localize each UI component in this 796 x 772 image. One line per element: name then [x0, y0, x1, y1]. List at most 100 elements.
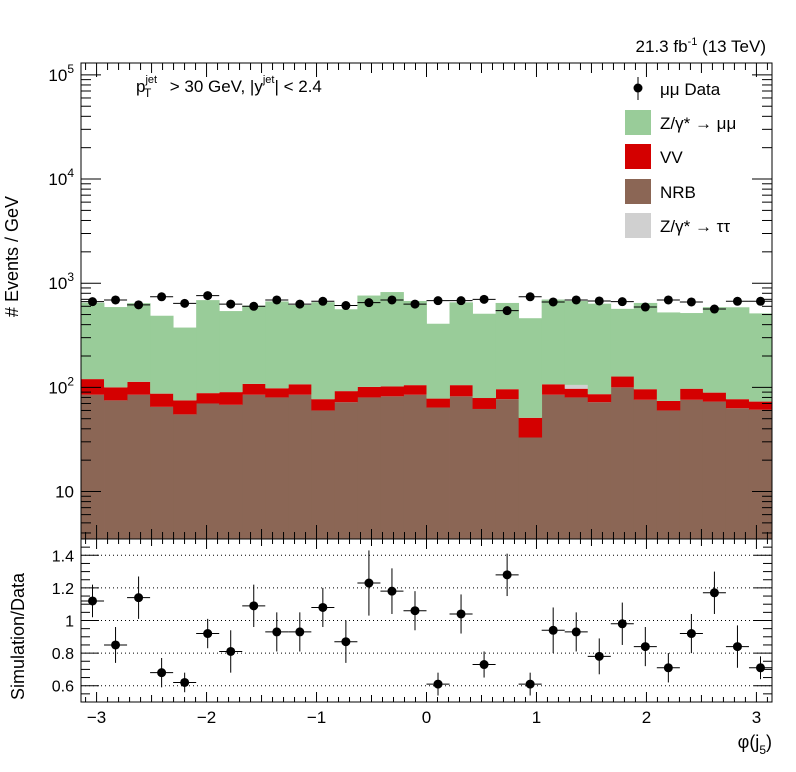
ratio-point-14 — [410, 606, 420, 616]
bar-vv-25 — [656, 400, 681, 411]
bar-vv-27 — [702, 392, 727, 402]
data-point-17 — [479, 294, 489, 304]
x-axis-title-close: ) — [766, 732, 772, 752]
data-point-14 — [410, 299, 420, 309]
data-point-27 — [709, 304, 719, 314]
ratio-point-29 — [755, 663, 765, 673]
bar-z-11 — [334, 309, 358, 392]
bar-vv-11 — [334, 391, 358, 403]
bar-z-13 — [380, 292, 404, 387]
lumi-label: 21.3 fb-1 (13 TeV) — [636, 36, 766, 56]
data-point-12 — [364, 298, 374, 308]
bar-z-27 — [702, 307, 727, 393]
top-y-tick-label-4: 105 — [48, 62, 74, 85]
bar-z-5 — [196, 300, 220, 394]
ratio-y-tick-label-2: 1 — [65, 614, 74, 631]
ratio-point-17 — [479, 660, 489, 670]
bar-vv-3 — [150, 393, 174, 407]
bar-nrb-0 — [81, 394, 105, 539]
x-tick-label-3: 3 — [752, 708, 761, 727]
top-y-tick-label-3: 104 — [48, 166, 74, 189]
top-y-tick-label-1: 102 — [48, 374, 74, 397]
bar-vv-2 — [127, 381, 151, 395]
bar-nrb-6 — [219, 404, 243, 539]
top-y-tick-label-exp-4: 5 — [67, 62, 74, 76]
data-point-29 — [755, 296, 765, 306]
bar-vv-28 — [725, 399, 750, 409]
bar-vv-20 — [541, 384, 566, 395]
bar-z-4 — [173, 327, 197, 401]
ratio-points — [81, 550, 772, 696]
cut-y-superscript: jet — [262, 74, 275, 86]
ratio-point-8 — [272, 627, 282, 637]
bar-z-10 — [311, 302, 335, 400]
data-point-4 — [180, 298, 190, 308]
top-y-axis-title: # Events / GeV — [2, 196, 22, 317]
bar-vv-17 — [472, 398, 496, 409]
data-point-7 — [249, 301, 259, 311]
ratio-panel: 0.6 0.8 1 1.2 1.4 −3 −2 −1 0 1 2 3 Simulation/Data… — [8, 538, 773, 757]
cut-pt-superscript: jet — [144, 74, 157, 86]
data-point-11 — [341, 301, 351, 311]
bar-vv-6 — [219, 392, 243, 405]
bar-nrb-16 — [449, 396, 473, 539]
bar-z-1 — [104, 307, 128, 388]
ratio-point-0 — [88, 596, 98, 606]
bar-z-20 — [541, 299, 566, 385]
bar-nrb-15 — [426, 407, 450, 539]
ratio-x-axis: −3 −2 −1 0 1 2 3 — [85, 539, 768, 727]
data-point-1 — [111, 295, 121, 305]
lumi-exponent: -1 — [688, 36, 698, 48]
bar-z-7 — [242, 305, 266, 384]
bar-vv-10 — [311, 399, 335, 411]
bar-nrb-12 — [357, 397, 381, 539]
x-tick-label-0: 0 — [422, 708, 431, 727]
bar-nrb-26 — [679, 399, 704, 539]
bar-vv-8 — [265, 388, 289, 398]
bar-nrb-18 — [495, 399, 520, 539]
bar-nrb-25 — [656, 410, 681, 539]
top-y-tick-label-base-4: 10 — [48, 66, 67, 85]
bar-nrb-27 — [702, 401, 727, 539]
bar-z-19 — [518, 318, 543, 418]
data-point-9 — [295, 299, 305, 309]
top-y-tick-label-base-3: 10 — [48, 170, 67, 189]
ratio-point-26 — [686, 629, 696, 639]
ratio-y-axis: 0.6 0.8 1 1.2 1.4 — [52, 546, 772, 696]
legend-vv-label: VV — [660, 148, 683, 167]
bar-z-14 — [403, 300, 427, 386]
x-tick-label-2: 2 — [642, 708, 651, 727]
data-point-25 — [663, 295, 673, 305]
bar-z-9 — [288, 305, 312, 385]
bar-nrb-9 — [288, 394, 312, 539]
data-point-26 — [686, 297, 696, 307]
legend-item-nrb: NRB — [625, 179, 696, 204]
x-tick-label--2: −2 — [197, 708, 216, 727]
bar-nrb-28 — [725, 408, 750, 539]
ratio-point-20 — [548, 625, 558, 635]
bar-vv-18 — [495, 389, 520, 400]
ratio-point-25 — [663, 663, 673, 673]
legend-item-zmumu: Z/γ* → μμ — [625, 110, 736, 135]
legend-nrb-label: NRB — [660, 183, 696, 202]
bar-vv-1 — [104, 387, 128, 401]
bar-vv-7 — [242, 383, 266, 395]
ratio-point-5 — [203, 629, 213, 639]
bar-z-26 — [679, 313, 704, 389]
data-point-19 — [525, 292, 535, 302]
top-y-tick-label-base-2: 10 — [48, 274, 67, 293]
legend-zmumu-label: Z/γ* → μμ — [660, 114, 736, 133]
bar-z-25 — [656, 312, 681, 401]
legend-data-marker — [633, 83, 643, 93]
ratio-point-28 — [732, 642, 742, 652]
ratio-point-4 — [180, 677, 190, 687]
ratio-point-1 — [111, 640, 121, 650]
lumi-energy: (13 TeV) — [697, 37, 766, 56]
bar-vv-22 — [587, 394, 612, 403]
legend-vv-swatch — [625, 144, 651, 169]
bar-nrb-1 — [104, 400, 128, 539]
bar-vv-14 — [403, 385, 427, 395]
bar-z-21 — [564, 384, 589, 389]
